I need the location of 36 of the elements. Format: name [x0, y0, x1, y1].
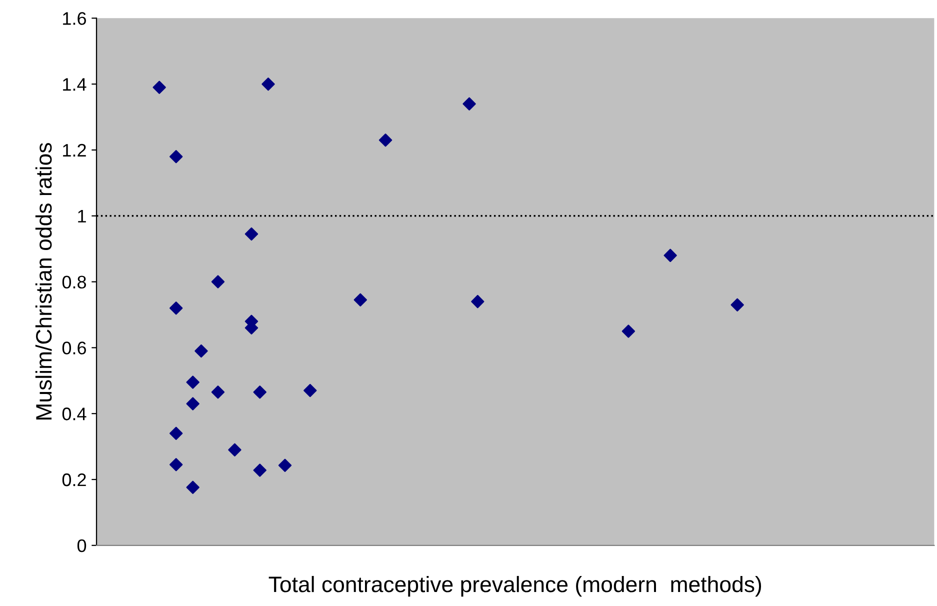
point [186, 397, 200, 410]
point [354, 293, 367, 306]
y-tick-label: 0.4 [62, 408, 86, 420]
point [622, 324, 636, 338]
y-tick-label: 0 [77, 539, 86, 552]
y-tick-label: 0.2 [62, 473, 86, 486]
y-tick-label: 1.2 [63, 144, 86, 157]
point [471, 294, 484, 308]
y-tick-label: 1.6 [63, 12, 86, 25]
point [186, 480, 200, 494]
point [186, 376, 200, 389]
point [170, 150, 183, 164]
point [228, 443, 242, 456]
y-tick-label: 0.6 [62, 342, 86, 354]
point [194, 344, 208, 358]
point [664, 248, 677, 262]
y-tick-label: 0.8 [62, 276, 86, 289]
point [244, 227, 258, 241]
point [462, 97, 476, 110]
y-tick-label: 1.4 [63, 78, 86, 91]
point [304, 384, 317, 398]
y-axis-title: Muslim/Christian odds ratios [35, 143, 52, 420]
x-axis-title: Total contraceptive prevalence (modern methods) [268, 576, 762, 597]
point [211, 386, 225, 399]
point [152, 80, 166, 94]
point [278, 458, 292, 472]
y-tick-label: 1 [78, 210, 86, 222]
point [253, 464, 266, 477]
point [211, 275, 225, 288]
point [170, 458, 183, 472]
point [170, 302, 183, 315]
point [730, 298, 744, 312]
point [170, 426, 183, 440]
point [253, 386, 266, 399]
point [262, 77, 275, 91]
point [378, 134, 392, 147]
